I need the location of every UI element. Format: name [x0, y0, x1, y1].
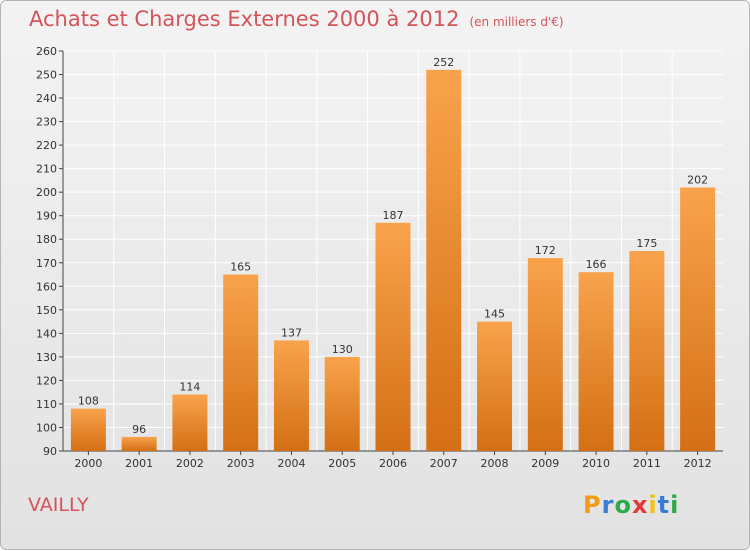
data-label: 108: [78, 395, 99, 408]
bar: [324, 356, 360, 451]
logo-letter: P: [583, 491, 602, 519]
x-tick-label: 2002: [176, 457, 204, 470]
commune-name: VAILLY: [28, 494, 89, 516]
x-tick-label: 2004: [277, 457, 305, 470]
bar: [375, 222, 411, 451]
bar: [680, 187, 716, 451]
x-tick-label: 2009: [531, 457, 559, 470]
y-tick-label: 260: [36, 45, 57, 58]
bar: [223, 274, 259, 451]
y-tick-label: 90: [43, 445, 57, 458]
x-tick-label: 2005: [328, 457, 356, 470]
bar: [121, 436, 157, 451]
data-label: 114: [179, 381, 200, 394]
y-tick-label: 110: [36, 398, 57, 411]
bar: [426, 69, 462, 451]
data-label: 166: [586, 258, 607, 271]
y-tick-label: 120: [36, 374, 57, 387]
bar: [70, 408, 106, 451]
data-label: 130: [332, 343, 353, 356]
y-tick-label: 180: [36, 233, 57, 246]
x-tick-label: 2010: [582, 457, 610, 470]
logo-letter: t: [657, 491, 671, 519]
y-tick-label: 190: [36, 210, 57, 223]
y-tick-label: 140: [36, 327, 57, 340]
logo-letter: i: [670, 491, 680, 519]
data-label: 252: [433, 56, 454, 69]
logo-letter: o: [614, 491, 632, 519]
data-label: 187: [383, 209, 404, 222]
logo-letter: x: [631, 491, 649, 519]
data-label: 137: [281, 326, 302, 339]
chart-title-text: Achats et Charges Externes 2000 à 2012: [29, 7, 460, 31]
bar: [273, 340, 309, 451]
x-tick-label: 2012: [684, 457, 712, 470]
x-tick-label: 2000: [74, 457, 102, 470]
x-tick-label: 2011: [633, 457, 661, 470]
y-tick-label: 210: [36, 163, 57, 176]
bar: [172, 394, 208, 451]
logo-letter: r: [601, 491, 615, 519]
data-label: 202: [687, 173, 708, 186]
y-tick-label: 130: [36, 351, 57, 364]
y-tick-label: 200: [36, 186, 57, 199]
bar: [578, 272, 614, 451]
y-tick-label: 230: [36, 116, 57, 129]
y-tick-label: 150: [36, 304, 57, 317]
data-label: 96: [132, 423, 146, 436]
y-tick-label: 220: [36, 139, 57, 152]
data-label: 172: [535, 244, 556, 257]
x-tick-label: 2008: [481, 457, 509, 470]
x-tick-label: 2007: [430, 457, 458, 470]
y-tick-label: 250: [36, 69, 57, 82]
data-label: 175: [636, 237, 657, 250]
data-label: 145: [484, 308, 505, 321]
bar: [477, 321, 513, 451]
chart-title: Achats et Charges Externes 2000 à 2012 (e…: [29, 7, 564, 31]
bar: [527, 258, 563, 451]
x-tick-label: 2006: [379, 457, 407, 470]
chart-unit: (en milliers d'€): [469, 15, 564, 29]
y-tick-label: 100: [36, 421, 57, 434]
logo-letter: i: [648, 491, 658, 519]
y-tick-label: 170: [36, 257, 57, 270]
bars: [70, 69, 716, 451]
y-tick-label: 240: [36, 92, 57, 105]
x-tick-label: 2003: [227, 457, 255, 470]
bar: [629, 251, 665, 451]
data-label: 165: [230, 261, 251, 274]
x-tick-label: 2001: [125, 457, 153, 470]
labels: 108 2000 96 2001 114 2002 165 2003 137 2004 130 200…: [74, 56, 711, 470]
proxiti-logo: Proxiti: [583, 491, 679, 519]
y-tick-label: 160: [36, 280, 57, 293]
